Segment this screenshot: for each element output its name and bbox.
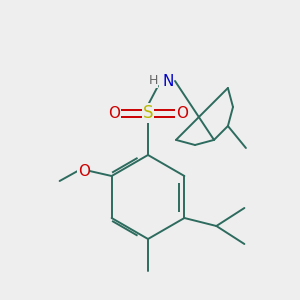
Text: O: O [108, 106, 120, 121]
Text: O: O [176, 106, 188, 121]
Text: H: H [148, 74, 158, 88]
Text: O: O [78, 164, 90, 178]
Text: S: S [143, 104, 153, 122]
Text: N: N [162, 74, 174, 88]
